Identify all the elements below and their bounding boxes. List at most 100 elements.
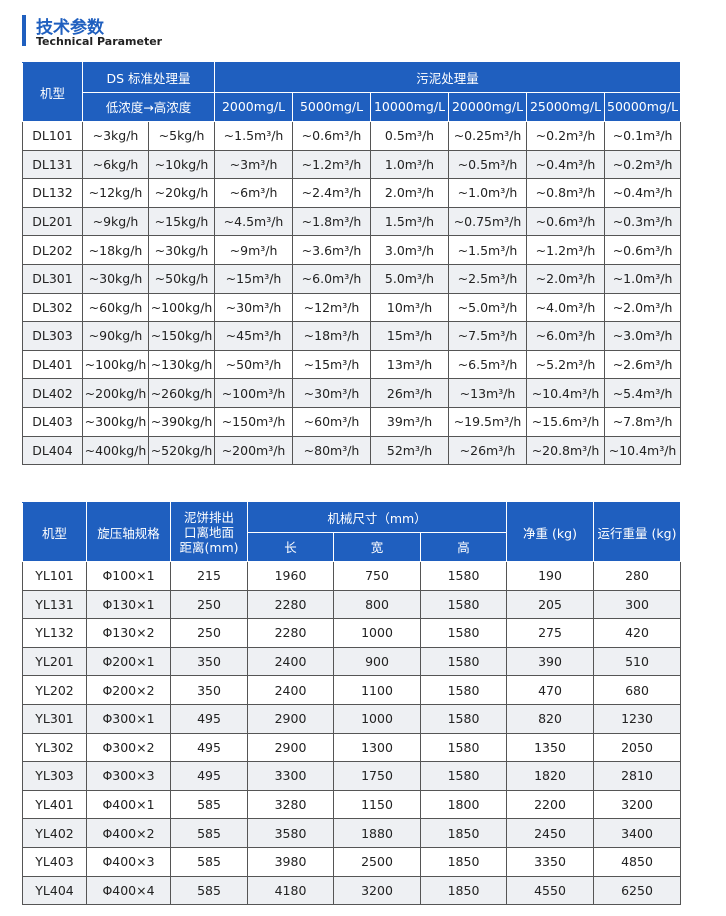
table-cell: 420 [593, 618, 681, 648]
table-cell: 820 [506, 703, 594, 734]
header-cell: 高 [420, 531, 507, 562]
table-cell: 1300 [333, 732, 421, 763]
table-cell: 3300 [247, 761, 334, 791]
table-cell: Φ300×2 [86, 732, 171, 763]
table-cell: ~9m³/h [214, 235, 294, 265]
table-cell: ~18kg/h [82, 235, 149, 265]
table-cell: ~6m³/h [214, 178, 294, 208]
table-row: DL131 ~6kg/h ~10kg/h ~3m³/h ~1.2m³/h 1.0m³/h ~… [22, 149, 682, 180]
table-cell: 2400 [247, 675, 334, 705]
table-cell: 1960 [247, 561, 334, 591]
table-cell: 39m³/h [370, 406, 450, 437]
header-cell: 2000mg/L [214, 91, 294, 122]
table-cell: 1150 [333, 789, 421, 820]
header-cell: 50000mg/L [604, 91, 682, 122]
table-row: DL403 ~300kg/h ~390kg/h ~150m³/h ~60m³/h 39m³… [22, 406, 682, 437]
table-row: YL101 Φ100×1 215 1960 750 1580 190 280 [22, 561, 681, 591]
table-cell: ~3.6m³/h [292, 235, 372, 265]
table-cell: ~15.6m³/h [526, 406, 606, 437]
table-cell: YL101 [22, 561, 87, 591]
table-cell: YL302 [22, 732, 87, 763]
table-cell: ~2.0m³/h [526, 263, 606, 294]
table-cell: YL201 [22, 646, 87, 677]
table-cell: ~15kg/h [147, 206, 216, 237]
table-row: YL201 Φ200×1 350 2400 900 1580 390 510 [22, 646, 681, 677]
header-cell: 净重 (kg) [506, 502, 594, 562]
table-cell: 280 [593, 561, 681, 591]
table-cell: 5.0m³/h [370, 263, 450, 294]
table-cell: 52m³/h [370, 435, 450, 466]
table-cell: 1850 [420, 875, 507, 906]
table-cell: 2500 [333, 846, 421, 877]
table-cell: 3580 [247, 818, 334, 848]
table-row: DL202 ~18kg/h ~30kg/h ~9m³/h ~3.6m³/h 3.0m³/h… [22, 235, 682, 265]
table-cell: Φ300×3 [86, 761, 171, 791]
table-row: DL401 ~100kg/h ~130kg/h ~50m³/h ~15m³/h 13m³/… [22, 349, 682, 380]
table-cell: ~1.8m³/h [292, 206, 372, 237]
table-cell: 1230 [593, 703, 681, 734]
table-cell: 4550 [506, 875, 594, 906]
table-cell: 250 [170, 589, 248, 620]
table-cell: 750 [333, 561, 421, 591]
table-cell: DL403 [22, 406, 83, 437]
table-cell: ~5.0m³/h [448, 292, 528, 323]
table-cell: ~0.2m³/h [604, 149, 682, 180]
table-cell: 0.5m³/h [370, 121, 450, 151]
table-cell: YL303 [22, 761, 87, 791]
table-cell: ~50m³/h [214, 349, 294, 380]
table-cell: ~9kg/h [82, 206, 149, 237]
table-cell: ~400kg/h [82, 435, 149, 466]
table-row: YL302 Φ300×2 495 2900 1300 1580 1350 2050 [22, 732, 681, 763]
table-cell: Φ400×4 [86, 875, 171, 906]
table-cell: ~6kg/h [82, 149, 149, 180]
header-cell: 20000mg/L [448, 91, 528, 122]
table-cell: ~12m³/h [292, 292, 372, 323]
table-cell: Φ130×1 [86, 589, 171, 620]
table-cell: ~200kg/h [82, 378, 149, 408]
header-cell: 机型 [22, 502, 87, 562]
table-cell: YL202 [22, 675, 87, 705]
sludge-capacity-table: 机型 DS 标准处理量 污泥处理量 低浓度→高浓度 2000mg/L 5000mg/… [22, 62, 682, 466]
table-cell: DL202 [22, 235, 83, 265]
table-cell: ~30m³/h [214, 292, 294, 323]
table-cell: ~45m³/h [214, 321, 294, 351]
header-cell: 低浓度→高浓度 [81, 91, 216, 122]
table-cell: ~130kg/h [147, 349, 216, 380]
header-cell: 机型 [22, 62, 83, 122]
table-cell: ~390kg/h [147, 406, 216, 437]
table-cell: ~0.25m³/h [448, 121, 528, 151]
table-cell: ~0.6m³/h [604, 235, 682, 265]
table-cell: 495 [170, 732, 248, 763]
dimension-table: 机型 旋压轴规格 泥饼排出口离地面距离(mm) 机械尺寸（mm） 净重 (kg)… [22, 502, 681, 906]
table-cell: ~20.8m³/h [526, 435, 606, 466]
table-cell: ~0.2m³/h [526, 121, 606, 151]
table-cell: 1.0m³/h [370, 149, 450, 180]
table-cell: ~15m³/h [292, 349, 372, 380]
table-cell: Φ400×2 [86, 818, 171, 848]
table-cell: YL403 [22, 846, 87, 877]
table-cell: ~0.1m³/h [604, 121, 682, 151]
table-cell: 350 [170, 675, 248, 705]
table-cell: 2050 [593, 732, 681, 763]
table-cell: Φ200×1 [86, 646, 171, 677]
table-cell: ~19.5m³/h [448, 406, 528, 437]
table-row: YL404 Φ400×4 585 4180 3200 1850 4550 6250 [22, 875, 681, 906]
header-cell: 10000mg/L [370, 91, 450, 122]
table-cell: 3350 [506, 846, 594, 877]
table-cell: 2450 [506, 818, 594, 848]
table-cell: ~100m³/h [214, 378, 294, 408]
table-cell: ~10.4m³/h [604, 435, 682, 466]
header-cell: 污泥处理量 [214, 62, 682, 93]
table-cell: 13m³/h [370, 349, 450, 380]
table-cell: 1850 [420, 818, 507, 848]
table-cell: ~50kg/h [147, 263, 216, 294]
table-cell: ~30m³/h [292, 378, 372, 408]
table-cell: ~520kg/h [147, 435, 216, 466]
header-cell: 泥饼排出口离地面距离(mm) [170, 502, 248, 562]
table-cell: 3.0m³/h [370, 235, 450, 265]
table-cell: 800 [333, 589, 421, 620]
table-cell: 2900 [247, 703, 334, 734]
table-row: DL132 ~12kg/h ~20kg/h ~6m³/h ~2.4m³/h 2.0m³/h… [22, 178, 682, 208]
table-cell: ~5.2m³/h [526, 349, 606, 380]
